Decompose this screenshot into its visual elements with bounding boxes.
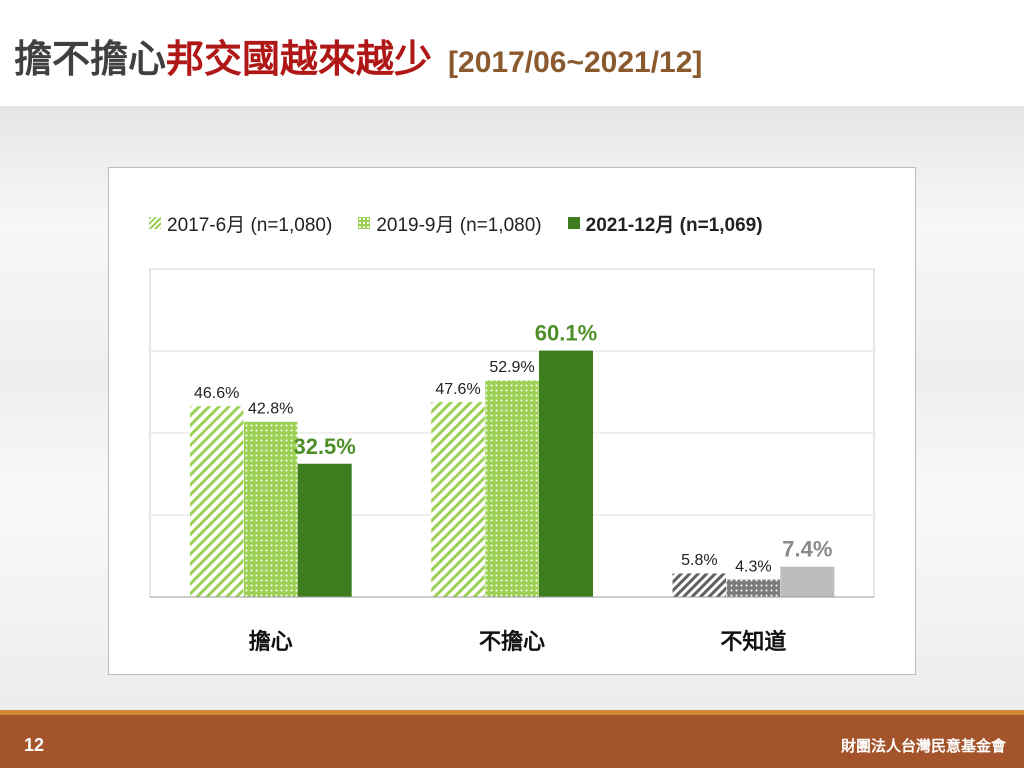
title-part-2: 邦交國越來越少 [166,37,433,81]
organization-name: 財團法人台灣民意基金會 [840,737,1006,755]
bar [539,350,593,597]
bar [726,579,781,598]
legend-swatch-hatch [149,217,161,229]
bar-chart: 46.6% 42.8%32.5% 47.6% 52.9%60.1% 5.8% 4.3% 7.… [149,268,875,655]
data-label: 42.8% [248,401,293,418]
category-label: 不知道 [720,629,786,655]
chart-panel: 2017-6月 (n=1,080) 2019-9月 (n=1,080) 2021… [108,167,916,675]
legend-item-2021: 2021-12月 (n=1,069) [567,210,763,237]
title-part-1: 擔不擔心 [14,37,167,81]
data-label: 5.8% [681,552,717,569]
data-label: 47.6% [435,381,480,398]
data-label: 32.5% [293,434,355,459]
legend-swatch-solid [567,217,580,229]
bar [672,572,727,598]
data-label: 4.3% [735,558,771,575]
title-date-range: [2017/06~2021/12] [448,46,703,79]
footer-bar: 12 財團法人台灣民意基金會 [0,710,1024,768]
bar [780,566,835,597]
legend-label: 2021-12月 (n=1,069) [585,214,763,236]
bar [430,401,486,598]
legend-label: 2017-6月 (n=1,080) [167,214,333,236]
bar [243,421,298,598]
data-label: 52.9% [489,359,534,376]
category-label: 擔心 [249,629,293,655]
title-bar: 擔不擔心邦交國越來越少 [2017/06~2021/12] [0,0,1024,106]
data-label: 7.4% [782,537,832,562]
legend-item-2017: 2017-6月 (n=1,080) [149,210,332,237]
bar [484,379,540,598]
legend-swatch-dot [358,217,371,229]
data-label: 46.6% [194,385,239,402]
page-number: 12 [24,735,45,755]
bar [297,463,352,597]
category-label: 不擔心 [479,629,545,655]
bar [189,405,244,598]
chart-legend: 2017-6月 (n=1,080) 2019-9月 (n=1,080) 2021… [149,208,763,238]
slide-title: 擔不擔心邦交國越來越少 [2017/06~2021/12] [14,34,702,88]
legend-label: 2019-9月 (n=1,080) [376,214,542,236]
legend-item-2019: 2019-9月 (n=1,080) [358,210,542,237]
data-label: 60.1% [535,321,597,346]
